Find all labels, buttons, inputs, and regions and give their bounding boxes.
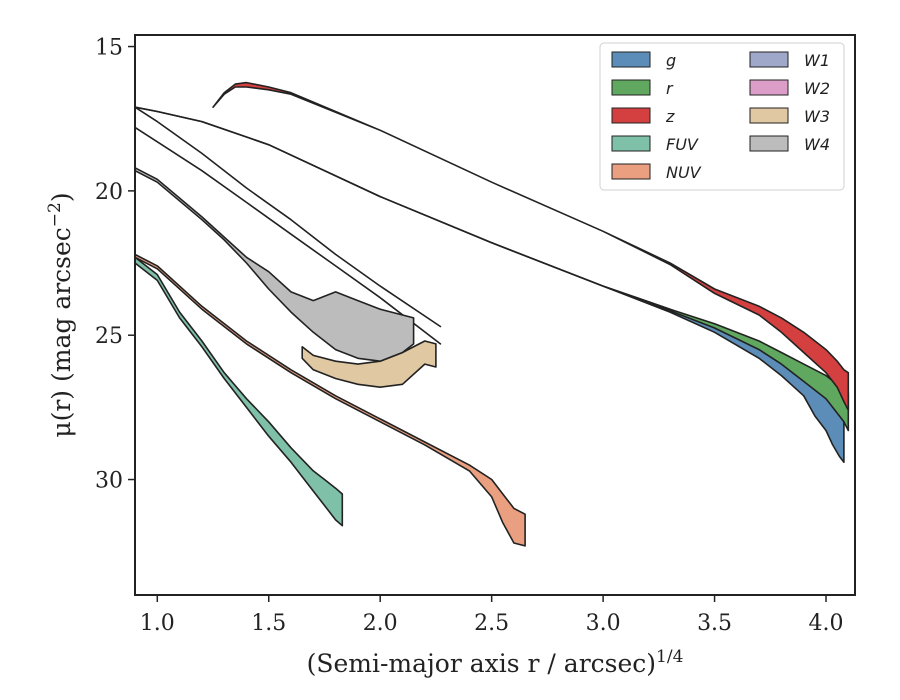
series-band-fuv [134,256,344,527]
x-tick-label: 2.0 [363,611,398,636]
x-tick-label: 3.5 [697,611,732,636]
y-tick-label: 25 [95,324,123,349]
series-band-nuv [134,253,526,547]
legend-label-r: r [666,79,674,98]
x-tick-label: 4.0 [809,611,844,636]
legend-label-w1: W1 [804,51,830,70]
legend-label-w4: W4 [804,135,830,154]
y-axis-ticks: 15 20 25 30 [95,36,135,494]
series-band-r [134,106,850,432]
x-tick-label: 2.5 [474,611,509,636]
plot-frame [134,34,856,596]
legend-label-fuv: FUV [666,135,699,154]
legend-swatch-w4 [749,135,789,152]
x-axis-ticks: 1.0 1.5 2.0 2.5 3.0 3.5 4.0 [140,595,844,636]
x-tick-label: 1.5 [251,611,286,636]
legend-label-w3: W3 [804,107,830,126]
y-axis-label: μ(r) (mag arcsec−2) [45,192,76,437]
legend-swatch-w2 [749,79,789,96]
series-layer [134,81,850,547]
legend-swatch-w1 [749,51,789,68]
legend: grz FUV NUV W1 W2 W3 W4 [599,42,845,191]
legend-swatch-g [611,51,651,68]
legend-swatch-z [611,107,651,124]
series-band-w1 [134,106,442,328]
x-tick-label: 1.0 [140,611,175,636]
x-tick-label: 3.0 [586,611,621,636]
legend-swatch-w3 [749,107,789,124]
y-tick-label: 30 [95,469,123,494]
y-tick-label: 15 [95,36,123,61]
legend-swatch-nuv [611,163,651,180]
legend-label-g: g [666,51,676,70]
series-band-z [212,81,850,412]
series-band-w4 [134,167,415,363]
legend-label-z: z [665,107,675,126]
series-band-w2 [134,126,442,345]
legend-label-w2: W2 [804,79,830,98]
legend-swatch-r [611,79,651,96]
y-tick-label: 20 [95,180,123,205]
legend-swatch-fuv [611,135,651,152]
x-axis-label: (Semi-major axis r / arcsec)1/4 [307,647,684,678]
legend-label-nuv: NUV [666,163,702,182]
